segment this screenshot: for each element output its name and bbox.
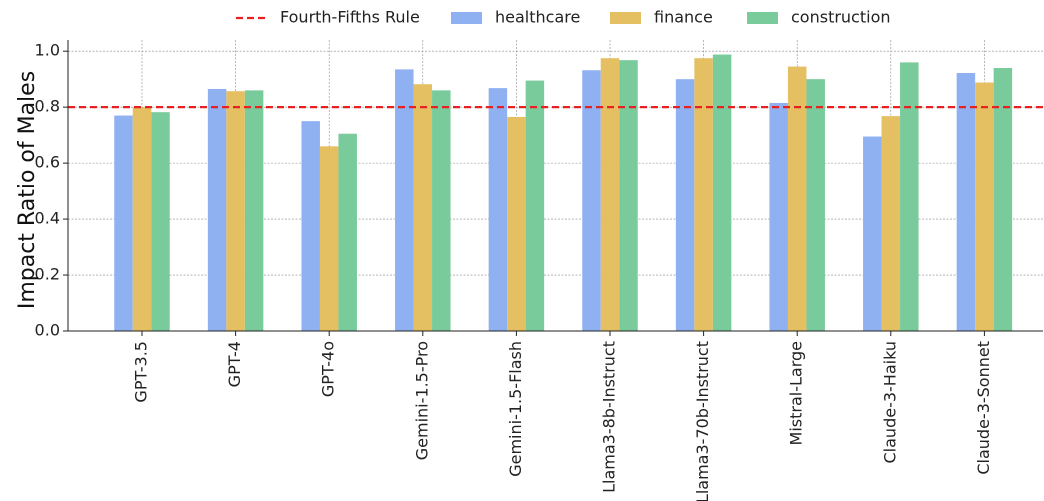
y-tick-label: 0.6	[35, 153, 60, 172]
bar-finance-Llama3-8b-Instruct	[600, 58, 620, 331]
bar-construction-Gemini-1.5-Flash	[525, 80, 545, 331]
bar-finance-GPT-4o	[319, 146, 339, 331]
x-tick-label: Llama3-70b-Instruct	[693, 341, 712, 501]
y-axis-label: Impact Ratio of Males	[15, 71, 40, 309]
bar-healthcare-GPT-4	[207, 88, 227, 332]
bar-finance-GPT-3.5	[132, 107, 152, 332]
bar-construction-Claude-3-Sonnet	[993, 67, 1013, 331]
bar-finance-Gemini-1.5-Pro	[413, 84, 433, 331]
x-tick-label: Gemini-1.5-Pro	[412, 341, 431, 460]
x-tick-label: Llama3-8b-Instruct	[600, 341, 619, 493]
x-tick-label: Claude-3-Sonnet	[974, 341, 993, 475]
bar-construction-Llama3-8b-Instruct	[619, 60, 638, 332]
y-tick-label: 0.4	[35, 209, 60, 228]
legend-swatch-construction	[747, 12, 778, 24]
bar-healthcare-Gemini-1.5-Pro	[395, 69, 414, 331]
bar-healthcare-GPT-3.5	[114, 115, 133, 331]
bar-healthcare-Llama3-70b-Instruct	[675, 79, 695, 331]
x-tick-label: GPT-3.5	[132, 341, 151, 403]
bar-construction-Mistral-Large	[806, 79, 825, 331]
bars	[114, 54, 1013, 332]
bar-construction-Gemini-1.5-Pro	[432, 90, 451, 331]
bar-construction-GPT-4o	[338, 133, 357, 331]
x-tick-label: Claude-3-Haiku	[880, 341, 899, 463]
bar-finance-GPT-4	[226, 91, 245, 332]
x-tick-labels: GPT-3.5 GPT-4 GPT-4o Gemini-1.5-Pro Gemini-1…	[132, 341, 993, 501]
bar-finance-Claude-3-Haiku	[881, 116, 901, 331]
x-tick-label: Gemini-1.5-Flash	[506, 341, 525, 477]
bar-healthcare-GPT-4o	[301, 121, 320, 332]
legend-reference-label: Fourth-Fifths Rule	[280, 8, 420, 27]
y-tick-labels: 0.0 0.2 0.4 0.6 0.8 1.0	[35, 41, 60, 340]
legend-label-healthcare: healthcare	[495, 8, 580, 27]
bar-healthcare-Mistral-Large	[769, 102, 788, 332]
legend: Fourth-Fifths Rule healthcare finance const…	[236, 8, 891, 27]
y-tick-label: 0.8	[35, 97, 60, 116]
bar-healthcare-Claude-3-Sonnet	[956, 73, 976, 332]
bar-finance-Llama3-70b-Instruct	[694, 58, 713, 331]
legend-swatch-finance	[610, 12, 641, 24]
bar-finance-Gemini-1.5-Flash	[507, 116, 526, 331]
legend-swatch-healthcare	[451, 12, 482, 24]
y-tick-label: 0.0	[35, 321, 60, 340]
bar-construction-GPT-3.5	[151, 112, 170, 331]
bar-construction-Llama3-70b-Instruct	[712, 54, 732, 332]
x-tick-label: GPT-4o	[319, 341, 338, 397]
bar-healthcare-Gemini-1.5-Flash	[488, 88, 508, 331]
bar-finance-Claude-3-Sonnet	[975, 82, 994, 332]
y-tick-label: 1.0	[35, 41, 60, 60]
axes	[63, 40, 1043, 336]
x-tick-label: Mistral-Large	[787, 341, 806, 445]
y-tick-label: 0.2	[35, 265, 60, 284]
x-tick-label: GPT-4	[225, 341, 244, 387]
legend-label-finance: finance	[654, 8, 713, 27]
bar-finance-Mistral-Large	[787, 66, 807, 332]
bar-construction-Claude-3-Haiku	[900, 62, 919, 332]
legend-label-construction: construction	[791, 8, 891, 27]
bar-healthcare-Llama3-8b-Instruct	[582, 70, 601, 331]
bar-healthcare-Claude-3-Haiku	[863, 136, 882, 331]
bar-construction-GPT-4	[244, 90, 264, 331]
